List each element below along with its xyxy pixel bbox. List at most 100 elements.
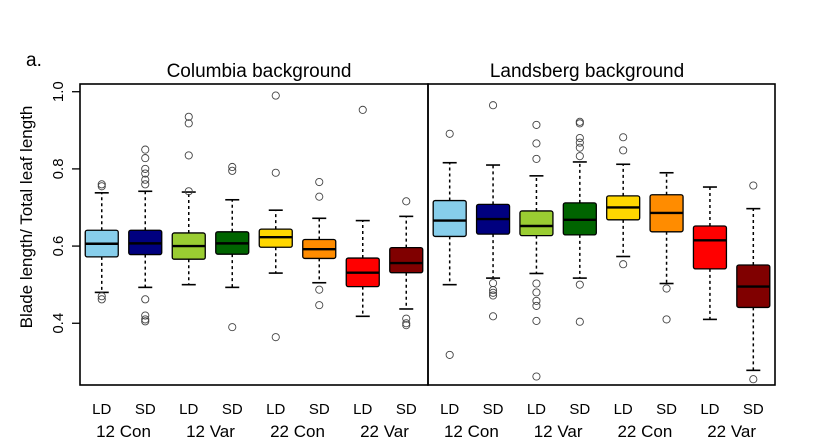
outlier-point <box>662 315 671 324</box>
outlier-point <box>402 314 411 323</box>
outlier-point <box>141 175 150 184</box>
outlier-point <box>489 101 498 110</box>
outlier-point <box>141 317 150 326</box>
outlier-point <box>97 292 106 301</box>
outlier-point <box>532 296 541 305</box>
y-tick-label: 0.4 <box>50 313 67 334</box>
outlier-point <box>315 301 324 310</box>
x-group-label: 22 Con <box>617 422 672 441</box>
outlier-point <box>532 316 541 325</box>
x-sub-label: LD <box>527 401 546 418</box>
outlier-point <box>271 168 280 177</box>
outlier-point <box>489 288 498 297</box>
outlier-point <box>749 181 758 190</box>
outlier-point <box>358 105 367 114</box>
x-sub-label: SD <box>743 401 764 418</box>
outlier-point <box>271 333 280 342</box>
outlier-point <box>228 162 237 172</box>
outlier-point <box>97 182 106 191</box>
x-sub-label: LD <box>700 401 719 418</box>
outlier-point <box>184 112 193 121</box>
y-tick-label: 0.8 <box>50 158 67 179</box>
outlier-point <box>228 323 237 332</box>
x-sub-label: LD <box>440 401 459 418</box>
x-sub-label: LD <box>353 401 372 418</box>
x-group-label: 22 Var <box>360 422 409 441</box>
outlier-point <box>575 317 584 326</box>
outlier-point <box>141 154 150 163</box>
outlier-point <box>141 169 150 178</box>
outlier-point <box>315 285 324 294</box>
outlier-point <box>141 311 150 320</box>
x-sub-label: SD <box>222 401 243 418</box>
y-axis-label: Blade length/ Total leaf length <box>17 106 36 329</box>
outlier-point <box>532 372 541 381</box>
outlier-point <box>184 187 193 196</box>
y-tick-label: 0.6 <box>50 236 67 257</box>
outlier-point <box>141 315 150 324</box>
x-sub-label: SD <box>569 401 590 418</box>
outlier-point <box>271 91 280 100</box>
box <box>519 210 554 237</box>
x-group-label: 12 Con <box>444 422 499 441</box>
x-group-label: 12 Var <box>186 422 235 441</box>
outlier-point <box>532 288 541 297</box>
outlier-point <box>228 166 237 175</box>
panel-title-columbia: Columbia background <box>167 61 352 82</box>
outlier-point <box>445 129 454 138</box>
outlier-point <box>141 164 150 173</box>
x-sub-label: LD <box>92 401 111 418</box>
x-sub-label: LD <box>614 401 633 418</box>
x-sub-label: SD <box>309 401 330 418</box>
outlier-point <box>532 139 541 148</box>
panel-title-landsberg: Landsberg background <box>490 61 684 82</box>
outlier-point <box>619 146 628 155</box>
outlier-point <box>97 180 106 189</box>
outlier-point <box>575 138 584 147</box>
x-sub-label: SD <box>656 401 677 418</box>
box <box>389 246 424 274</box>
x-group-label: 22 Var <box>707 422 756 441</box>
outlier-point <box>575 119 584 128</box>
x-sub-label: SD <box>396 401 417 418</box>
x-sub-label: SD <box>483 401 504 418</box>
x-sub-label: SD <box>135 401 156 418</box>
panel-label: a. <box>26 50 42 71</box>
outlier-point <box>184 119 193 128</box>
outlier-point <box>532 154 541 163</box>
outlier-point <box>532 301 541 310</box>
outlier-point <box>532 120 541 129</box>
outlier-point <box>141 180 150 189</box>
outlier-point <box>532 279 541 288</box>
plot-area: 0.4 0.6 0.8 1.0 LD SD 12 Con LD SD 12 Var LD SD 22 C… <box>50 81 776 441</box>
outlier-point <box>402 321 411 330</box>
outlier-point <box>97 295 106 304</box>
outlier-point <box>402 197 411 206</box>
outlier-point <box>141 295 150 304</box>
panel-frame <box>427 83 776 386</box>
x-group-label: 12 Con <box>96 422 151 441</box>
x-group-label: 12 Var <box>534 422 583 441</box>
box <box>692 225 728 270</box>
outlier-point <box>662 284 671 293</box>
outlier-point <box>489 279 498 288</box>
outlier-point <box>575 280 584 289</box>
outlier-point <box>749 375 758 384</box>
box <box>432 199 467 238</box>
y-tick-label: 1.0 <box>50 81 67 102</box>
x-sub-label: LD <box>266 401 285 418</box>
outlier-point <box>575 152 584 161</box>
outlier-point <box>184 151 193 160</box>
outlier-point <box>445 350 454 359</box>
outlier-point <box>619 260 628 269</box>
x-sub-label: LD <box>179 401 198 418</box>
x-group-label: 22 Con <box>270 422 325 441</box>
outlier-point <box>489 291 498 300</box>
outlier-point <box>141 145 150 154</box>
outlier-point <box>315 192 324 201</box>
outlier-point <box>489 312 498 321</box>
outlier-point <box>575 133 584 143</box>
outlier-point <box>489 286 498 295</box>
outlier-point <box>575 117 584 126</box>
